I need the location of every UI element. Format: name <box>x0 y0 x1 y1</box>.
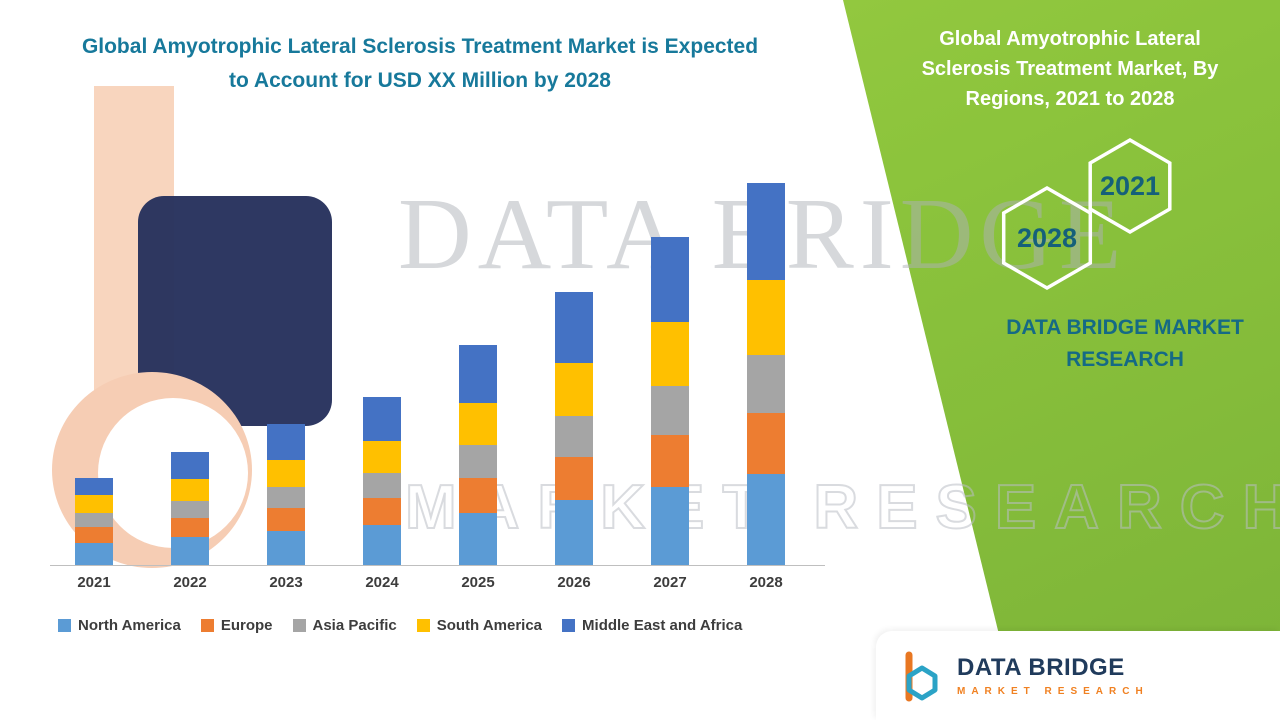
bar-column-2028 <box>718 175 814 565</box>
bar-column-2022 <box>142 175 238 565</box>
bar-segment-middle-east-and-africa <box>747 183 785 280</box>
x-axis-label-2028: 2028 <box>749 574 783 591</box>
legend: North America Europe Asia Pacific South Ame… <box>58 617 742 634</box>
bar-segment-south-america <box>267 460 305 487</box>
legend-swatch-asia-pacific <box>292 619 306 632</box>
x-axis-label-2024: 2024 <box>365 574 399 591</box>
logo-brand-name: DATA BRIDGE <box>957 654 1125 681</box>
legend-label-north-america: North America <box>78 617 181 634</box>
bar-segment-middle-east-and-africa <box>75 478 113 495</box>
bar-segment-south-america <box>363 441 401 473</box>
logo-text-block: DATA BRIDGE MARKET RESEARCH <box>957 654 1149 697</box>
bar-segment-europe <box>651 435 689 487</box>
data-bridge-logo-icon <box>905 651 938 701</box>
bar-segment-asia-pacific <box>171 501 209 518</box>
bar-segment-south-america <box>747 280 785 355</box>
bar-segment-middle-east-and-africa <box>555 292 593 363</box>
bar-segment-asia-pacific <box>267 487 305 508</box>
logo-card: DATA BRIDGE MARKET RESEARCH <box>876 631 1280 720</box>
bar-segment-north-america <box>171 537 209 565</box>
legend-label-middle-east-and-africa: Middle East and Africa <box>582 617 743 634</box>
x-axis-label-2023: 2023 <box>269 574 303 591</box>
bar-segment-asia-pacific <box>363 473 401 498</box>
bar-segment-middle-east-and-africa <box>363 397 401 441</box>
bar-segment-europe <box>747 413 785 474</box>
legend-item-asia-pacific: Asia Pacific <box>292 617 397 634</box>
bar-segment-north-america <box>363 525 401 565</box>
bar-segment-europe <box>75 527 113 543</box>
bar-segment-middle-east-and-africa <box>459 345 497 403</box>
bar-segment-south-america <box>651 322 689 386</box>
x-axis-label-2022: 2022 <box>173 574 207 591</box>
bar-segment-south-america <box>171 479 209 501</box>
x-axis-label-2025: 2025 <box>461 574 495 591</box>
chart-title-line1: Global Amyotrophic Lateral Sclerosis Tre… <box>81 35 759 58</box>
bar-segment-middle-east-and-africa <box>171 452 209 479</box>
bar-segment-europe <box>555 457 593 500</box>
bar-segment-europe <box>171 518 209 537</box>
bar-segment-north-america <box>75 543 113 565</box>
bar-column-2021 <box>46 175 142 565</box>
bar-segment-north-america <box>555 500 593 565</box>
x-axis-line <box>50 565 825 566</box>
legend-item-europe: Europe <box>200 617 273 634</box>
bar-column-2024 <box>334 175 430 565</box>
bars-row <box>46 175 814 565</box>
bar-segment-south-america <box>75 495 113 513</box>
legend-item-middle-east-and-africa: Middle East and Africa <box>562 617 742 634</box>
legend-swatch-north-america <box>58 619 71 632</box>
x-axis-label-2026: 2026 <box>557 574 591 591</box>
x-axis-label-2027: 2027 <box>653 574 687 591</box>
legend-item-south-america: South America <box>416 617 543 634</box>
bar-segment-middle-east-and-africa <box>651 237 689 322</box>
bar-segment-middle-east-and-africa <box>267 424 305 460</box>
bar-segment-europe <box>459 478 497 513</box>
bar-segment-asia-pacific <box>747 355 785 413</box>
bar-segment-asia-pacific <box>459 445 497 478</box>
bar-segment-asia-pacific <box>75 513 113 527</box>
legend-swatch-europe <box>200 619 214 632</box>
legend-swatch-south-america <box>416 619 430 632</box>
legend-swatch-middle-east-and-africa <box>562 619 576 632</box>
bar-column-2027 <box>622 175 718 565</box>
logo-brand-subtitle: MARKET RESEARCH <box>957 686 1149 697</box>
x-axis-labels: 2021 2022 2023 2024 2025 2026 2027 2028 <box>46 574 814 591</box>
legend-label-europe: Europe <box>220 617 273 634</box>
bar-segment-europe <box>267 508 305 531</box>
chart-title: Global Amyotrophic Lateral Sclerosis Tre… <box>40 30 800 97</box>
x-axis-label-2021: 2021 <box>77 574 111 591</box>
bar-segment-south-america <box>555 363 593 416</box>
bar-segment-south-america <box>459 403 497 445</box>
bar-column-2025 <box>430 175 526 565</box>
bar-segment-north-america <box>651 487 689 565</box>
legend-label-asia-pacific: Asia Pacific <box>312 617 397 634</box>
bar-segment-north-america <box>267 531 305 565</box>
bar-segment-north-america <box>747 474 785 565</box>
bar-column-2023 <box>238 175 334 565</box>
bar-segment-north-america <box>459 513 497 565</box>
bar-segment-europe <box>363 498 401 525</box>
bar-segment-asia-pacific <box>651 386 689 435</box>
bar-column-2026 <box>526 175 622 565</box>
legend-label-south-america: South America <box>436 617 543 634</box>
chart-title-line2: to Account for USD XX Million by 2028 <box>229 68 611 92</box>
legend-item-north-america: North America <box>58 617 181 634</box>
bar-segment-asia-pacific <box>555 416 593 457</box>
